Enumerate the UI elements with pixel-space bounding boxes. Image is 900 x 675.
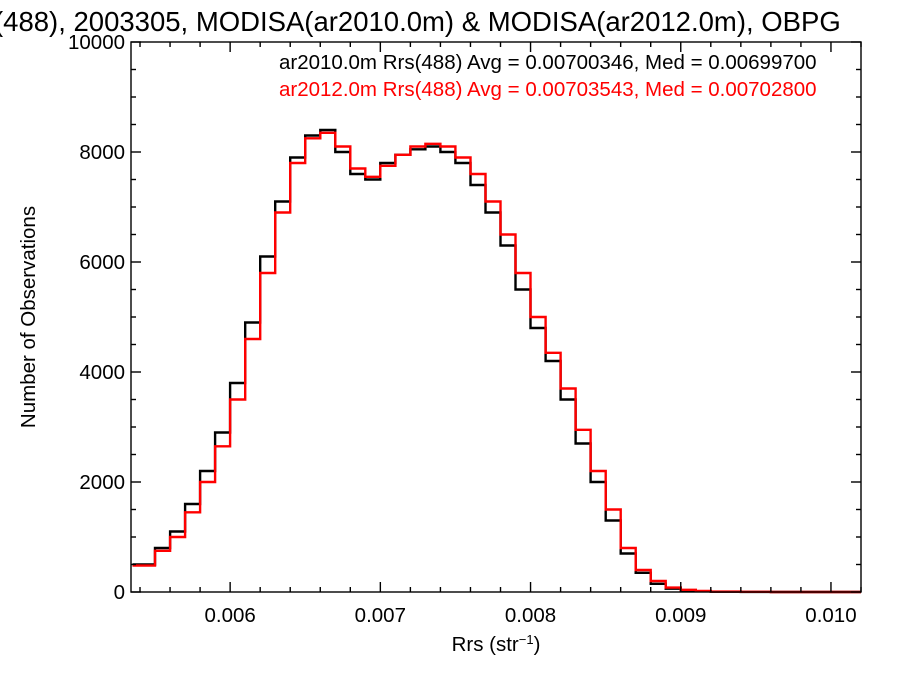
chart-title: (488), 2003305, MODISA(ar2010.0m) & MODI… [0, 6, 841, 37]
y-tick-label: 0 [114, 581, 125, 604]
x-axis-label-close: ) [534, 633, 541, 656]
x-tick-label: 0.008 [505, 604, 556, 627]
y-tick-label: 4000 [79, 361, 125, 384]
series-line-ar2012-0m [132, 131, 861, 594]
x-tick-label: 0.006 [204, 604, 255, 627]
series-line-ar2010-0m [132, 128, 861, 594]
x-tick-label: 0.010 [805, 604, 856, 627]
y-tick-label: 2000 [79, 471, 125, 494]
x-axis-label-main: Rrs (str [452, 633, 519, 656]
y-tick-label: 6000 [79, 251, 125, 274]
x-tick-label: 0.007 [355, 604, 406, 627]
ticks-layer: 0.006 0.007 0.008 0.009 0.010 0 2000 4000 6000 80… [68, 31, 862, 627]
x-tick-label: 0.009 [655, 604, 706, 627]
x-axis-label-sup: −1 [519, 632, 534, 647]
x-axis-label: Rrs (str−1) [452, 632, 541, 656]
legend-entry-ar2012: ar2012.0m Rrs(488) Avg = 0.00703543, Med… [279, 78, 817, 101]
y-axis-label: Number of Observations [17, 206, 40, 428]
series-layer [132, 128, 861, 594]
plot-frame [130, 41, 862, 593]
y-tick-label: 10000 [68, 31, 125, 54]
y-tick-label: 8000 [79, 141, 125, 164]
legend-entry-ar2010: ar2010.0m Rrs(488) Avg = 0.00700346, Med… [279, 51, 817, 74]
